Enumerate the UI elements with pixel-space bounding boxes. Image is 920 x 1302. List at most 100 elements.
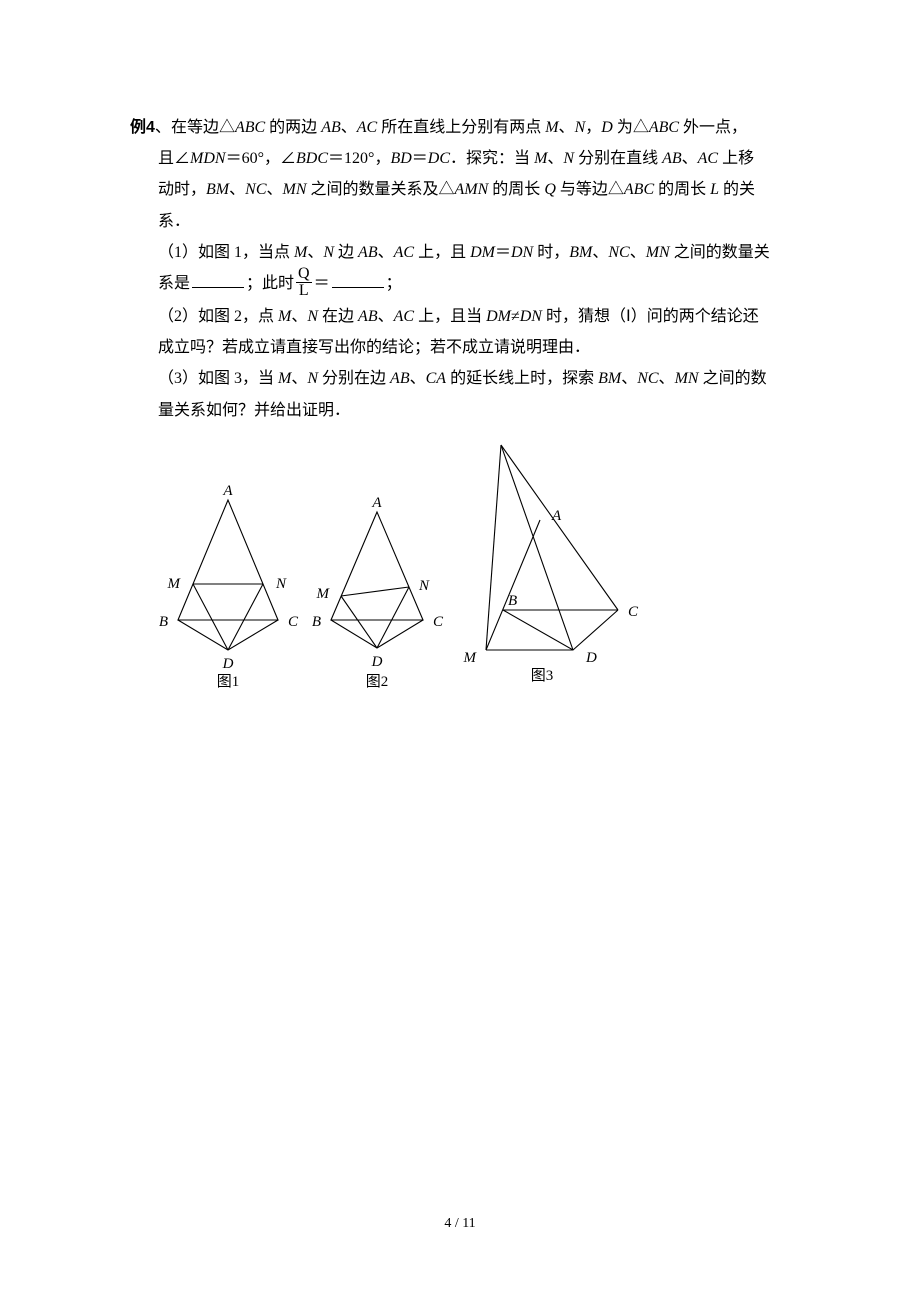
problem-label-sep: 、 bbox=[155, 119, 171, 136]
t: N bbox=[307, 370, 318, 387]
t: 分别在直线 bbox=[574, 150, 662, 167]
lbl-b: B bbox=[508, 593, 517, 609]
t: 分别在边 bbox=[318, 370, 390, 387]
t: DC bbox=[428, 150, 450, 167]
t: 上，且当 bbox=[414, 308, 486, 325]
part1-line1: （1）如图 1，当点 M、N 边 AB、AC 上，且 DM＝DN 时，BM、NC… bbox=[130, 237, 790, 268]
t: 量关系如何？并给出证明． bbox=[158, 402, 350, 419]
fig1-label: 图1 bbox=[217, 673, 240, 690]
t: N bbox=[563, 150, 574, 167]
t: AC bbox=[394, 244, 414, 261]
t: ． bbox=[450, 150, 466, 167]
lbl-c: C bbox=[288, 614, 299, 630]
part2-line1: （2）如图 2，点 M、N 在边 AB、AC 上，且当 DM≠DN 时，猜想（Ⅰ… bbox=[130, 301, 790, 332]
t: （1）如图 1，当点 bbox=[158, 244, 294, 261]
t: NC bbox=[637, 370, 658, 387]
t: MN bbox=[675, 370, 699, 387]
problem-intro-line2: 且∠MDN＝60°，∠BDC＝120°，BD＝DC．探究：当 M、N 分别在直线… bbox=[130, 143, 790, 174]
t: ＝ bbox=[226, 150, 242, 167]
t: AB bbox=[321, 119, 341, 136]
t: 且∠ bbox=[158, 150, 190, 167]
t: BDC bbox=[296, 150, 328, 167]
figure-1: A B C D M N 图1 bbox=[159, 483, 299, 690]
t: 上移 bbox=[718, 150, 754, 167]
t: ；此时 bbox=[246, 275, 294, 292]
part1-line2: 系是；此时QL＝； bbox=[130, 268, 790, 301]
frac-num: Q bbox=[296, 266, 312, 282]
t: 60° bbox=[242, 150, 264, 167]
t: 在边 bbox=[318, 308, 358, 325]
figures-svg: A B C D M N 图1 A B C bbox=[158, 440, 668, 700]
t: Q bbox=[544, 181, 556, 198]
t: AB bbox=[390, 370, 410, 387]
problem-intro-line1: 例4、在等边△ABC 的两边 AB、AC 所在直线上分别有两点 M、N，D 为△… bbox=[130, 112, 790, 143]
t: 、 bbox=[547, 150, 563, 167]
t: 成立吗？若成立请直接写出你的结论；若不成立请说明理由． bbox=[158, 339, 590, 356]
t: CA bbox=[426, 370, 446, 387]
t: MN bbox=[646, 244, 670, 261]
t: 、 bbox=[378, 244, 394, 261]
lbl-c: C bbox=[433, 614, 444, 630]
t: 时，猜想（Ⅰ）问的两个结论还 bbox=[542, 308, 759, 325]
t: BM bbox=[569, 244, 592, 261]
lbl-b: B bbox=[312, 614, 321, 630]
t: 的关 bbox=[719, 181, 755, 198]
part3-line2: 量关系如何？并给出证明． bbox=[130, 395, 790, 426]
t: 、 bbox=[559, 119, 575, 136]
t: 的延长线上时，探索 bbox=[446, 370, 598, 387]
t: M bbox=[278, 370, 291, 387]
t: 之间的数量关系及△ bbox=[307, 181, 455, 198]
t: N bbox=[307, 308, 318, 325]
t: 、 bbox=[307, 244, 323, 261]
t: 、 bbox=[266, 181, 282, 198]
blank-1 bbox=[192, 273, 244, 288]
problem-intro-line4: 系． bbox=[130, 206, 790, 237]
t: 探究：当 bbox=[466, 150, 534, 167]
t: ABC bbox=[235, 119, 265, 136]
lbl-a: A bbox=[222, 483, 233, 499]
lbl-d: D bbox=[585, 650, 597, 666]
t: ， bbox=[585, 119, 601, 136]
t: DM bbox=[486, 308, 511, 325]
t: ， bbox=[264, 150, 280, 167]
page: 例4、在等边△ABC 的两边 AB、AC 所在直线上分别有两点 M、N，D 为△… bbox=[0, 0, 920, 1302]
problem-label-prefix: 例 bbox=[130, 119, 146, 136]
t: MN bbox=[283, 181, 307, 198]
t: 在等边△ bbox=[171, 119, 235, 136]
t: 、 bbox=[291, 370, 307, 387]
t: 的两边 bbox=[265, 119, 321, 136]
t: ABC bbox=[624, 181, 654, 198]
t: ＝ bbox=[412, 150, 428, 167]
t: ， bbox=[374, 150, 390, 167]
t: AB bbox=[358, 308, 378, 325]
figures-row: A B C D M N 图1 A B C bbox=[130, 440, 790, 700]
t: N bbox=[323, 244, 334, 261]
t: L bbox=[710, 181, 719, 198]
t: ＝ bbox=[495, 244, 511, 261]
part3-line1: （3）如图 3，当 M、N 分别在边 AB、CA 的延长线上时，探索 BM、NC… bbox=[130, 363, 790, 394]
t: MDN bbox=[190, 150, 226, 167]
t: 之间的数量关 bbox=[670, 244, 770, 261]
blank-2 bbox=[332, 273, 384, 288]
t: （2）如图 2，点 bbox=[158, 308, 278, 325]
frac-den: L bbox=[296, 282, 312, 299]
t: AB bbox=[662, 150, 682, 167]
problem-intro-line3: 动时，BM、NC、MN 之间的数量关系及△AMN 的周长 Q 与等边△ABC 的… bbox=[130, 174, 790, 205]
t: ； bbox=[386, 275, 402, 292]
t: 所在直线上分别有两点 bbox=[377, 119, 545, 136]
t: 边 bbox=[334, 244, 358, 261]
t: M bbox=[278, 308, 291, 325]
t: AC bbox=[394, 308, 414, 325]
t: 为△ bbox=[613, 119, 649, 136]
t: BM bbox=[206, 181, 229, 198]
t: DN bbox=[520, 308, 542, 325]
t: 、 bbox=[291, 308, 307, 325]
t: BD bbox=[390, 150, 411, 167]
t: ＝ bbox=[314, 275, 330, 292]
t: 时， bbox=[533, 244, 569, 261]
t: AMN bbox=[455, 181, 489, 198]
t: 与等边△ bbox=[556, 181, 624, 198]
t: BM bbox=[598, 370, 621, 387]
t: 的周长 bbox=[654, 181, 710, 198]
t: ABC bbox=[649, 119, 679, 136]
